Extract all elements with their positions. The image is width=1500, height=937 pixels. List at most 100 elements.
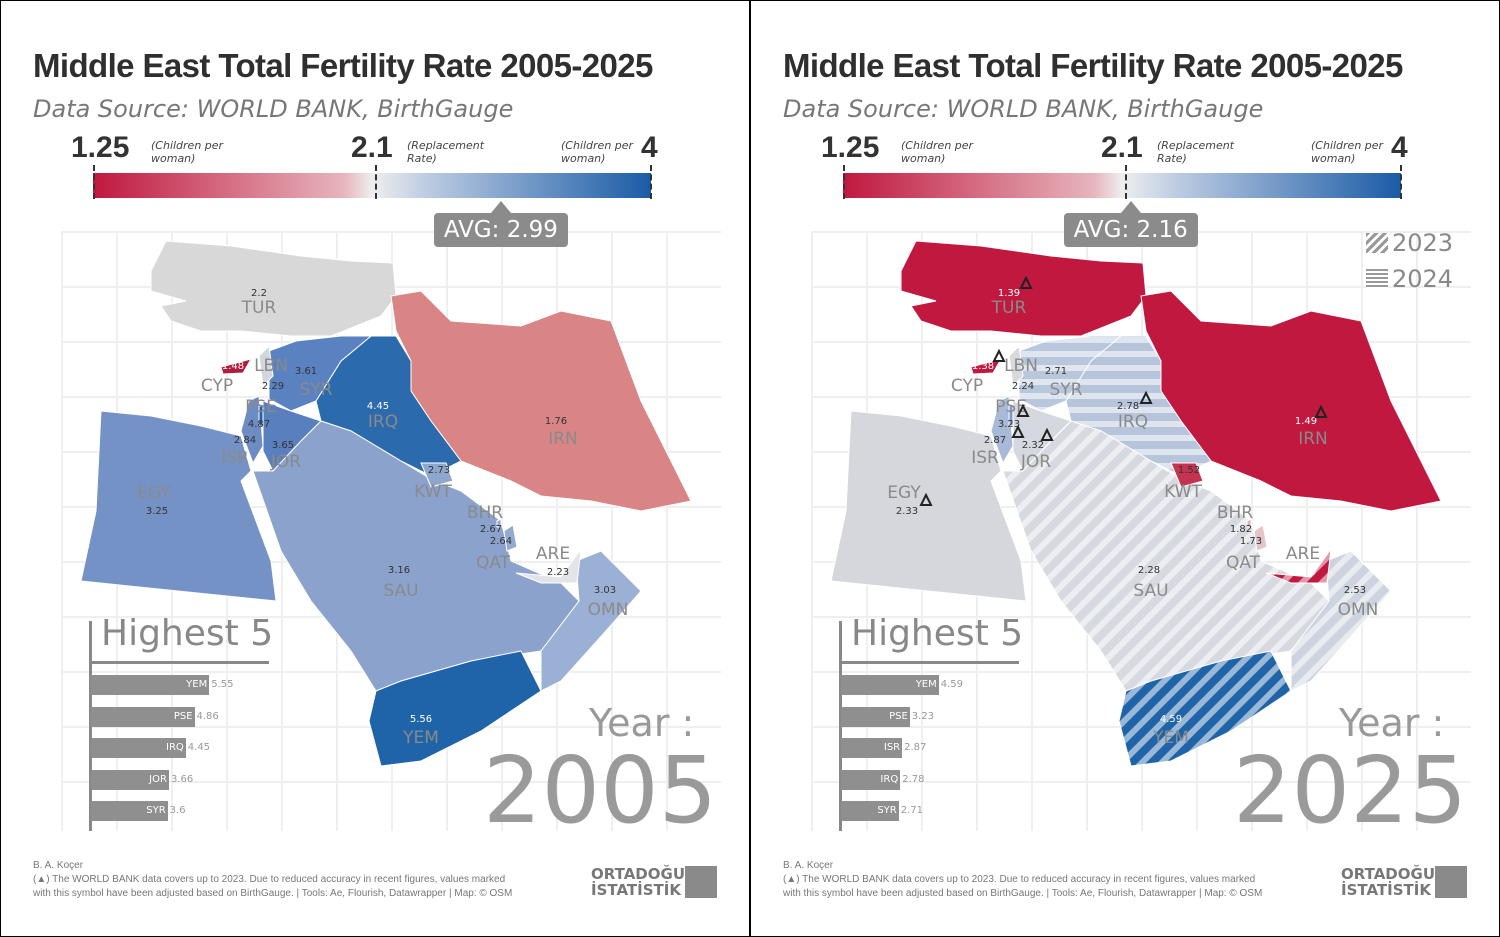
data-source: Data Source: WORLD BANK, BirthGauge bbox=[33, 95, 514, 123]
hatch-2023 bbox=[1003, 421, 1329, 691]
highest-value: 2.87 bbox=[904, 742, 927, 753]
adjusted-triangle-icon bbox=[1314, 404, 1328, 418]
country-code: LBN bbox=[254, 356, 288, 376]
country-value: 4.87 bbox=[248, 419, 270, 430]
highest-value: 4.86 bbox=[196, 710, 219, 722]
logo: ORTADOĞU İSTATİSTİK bbox=[591, 866, 685, 898]
country-bhr[interactable] bbox=[1246, 518, 1252, 528]
country-value: 2.32 bbox=[1022, 440, 1044, 451]
country-code: ARE bbox=[1286, 544, 1320, 564]
country-code: SYR bbox=[1050, 380, 1083, 400]
country-code: SYR bbox=[300, 380, 333, 400]
country-value: 1.52 bbox=[1178, 465, 1200, 476]
country-egy[interactable] bbox=[80, 410, 277, 602]
country-code: ARE bbox=[536, 544, 570, 564]
highest-5-title: Highest 5 bbox=[101, 613, 274, 654]
scale-mid-note: (Replacement Rate) bbox=[1157, 139, 1235, 165]
country-isr[interactable] bbox=[240, 395, 264, 465]
credits: B. A. Koçer (▲) The WORLD BANK data cover… bbox=[783, 859, 1262, 901]
color-scale-bar bbox=[843, 173, 1401, 198]
country-code: BHR bbox=[467, 503, 503, 523]
legend-2023: 2023 bbox=[1366, 229, 1453, 257]
country-code: TUR bbox=[991, 298, 1027, 318]
country-code: TUR bbox=[241, 298, 277, 318]
country-code: EGY bbox=[137, 483, 171, 503]
scale-tick bbox=[1125, 165, 1127, 199]
country-lbn[interactable] bbox=[258, 344, 274, 388]
adjusted-triangle-icon bbox=[1040, 427, 1054, 441]
country-code: JOR bbox=[1020, 452, 1051, 472]
country-lbn[interactable] bbox=[1008, 344, 1024, 388]
country-cyp[interactable] bbox=[970, 358, 1003, 375]
country-value: 3.23 bbox=[998, 419, 1020, 430]
country-yem[interactable] bbox=[368, 650, 542, 767]
country-isr[interactable] bbox=[990, 395, 1014, 465]
highest-value: 3.23 bbox=[911, 710, 935, 722]
country-code: IRQ bbox=[1118, 412, 1148, 432]
country-omn[interactable] bbox=[540, 550, 642, 692]
scale-mid-label: 2.1 bbox=[351, 131, 393, 164]
country-code: SAU bbox=[383, 581, 418, 601]
country-cyp[interactable] bbox=[220, 358, 253, 375]
country-sau[interactable] bbox=[252, 420, 580, 692]
footnote: (▲) The WORLD BANK data covers up to 202… bbox=[783, 874, 1263, 899]
legend-2023-label: 2023 bbox=[1392, 229, 1454, 257]
adjusted-triangle-icon bbox=[1011, 424, 1025, 438]
country-value: 2.67 bbox=[480, 524, 502, 535]
highest-bar: SYR bbox=[91, 801, 168, 821]
highest-value: 3.6 bbox=[169, 805, 186, 816]
highest-bar: IRQ bbox=[91, 738, 186, 758]
country-qat[interactable] bbox=[503, 524, 518, 552]
country-value: 1.73 bbox=[1240, 536, 1262, 547]
country-value: 1.76 bbox=[545, 416, 567, 427]
legend-2024-label: 2024 bbox=[1392, 265, 1454, 293]
country-code: LBN bbox=[1004, 356, 1038, 376]
country-syr[interactable] bbox=[268, 335, 373, 412]
author: B. A. Koçer bbox=[783, 860, 834, 871]
adjusted-triangle-icon bbox=[1016, 403, 1030, 417]
year-label: Year : bbox=[1339, 701, 1445, 745]
country-value: 2.87 bbox=[984, 435, 1006, 446]
highest-bar: SYR bbox=[841, 801, 899, 821]
highest-bar: YEM bbox=[841, 675, 939, 695]
logo-map-icon bbox=[685, 866, 717, 898]
country-value: 5.56 bbox=[410, 714, 432, 725]
hatch-2023 bbox=[1119, 651, 1291, 766]
country-value: 1.82 bbox=[1230, 524, 1252, 535]
country-value: 2.64 bbox=[490, 536, 512, 547]
author: B. A. Koçer bbox=[33, 860, 84, 871]
highest-5-axis bbox=[839, 621, 842, 831]
country-code: SAU bbox=[1133, 581, 1168, 601]
country-kwt[interactable] bbox=[1170, 462, 1204, 488]
country-kwt[interactable] bbox=[420, 462, 454, 488]
country-code: QAT bbox=[476, 553, 511, 573]
country-code: YEM bbox=[1152, 728, 1189, 748]
highest-5-title: Highest 5 bbox=[851, 613, 1024, 654]
logo: ORTADOĞU İSTATİSTİK bbox=[1341, 866, 1435, 898]
highest-bar: PSE bbox=[841, 706, 910, 727]
country-value: 2.78 bbox=[1117, 401, 1139, 412]
country-value: 2.29 bbox=[262, 381, 284, 392]
country-code: IRQ bbox=[368, 412, 398, 432]
hatch-2024 bbox=[1066, 336, 1211, 476]
scale-tick bbox=[843, 165, 845, 199]
country-code: IRN bbox=[548, 429, 578, 449]
country-tur[interactable] bbox=[150, 240, 397, 337]
country-are[interactable] bbox=[515, 548, 582, 584]
highest-value: 2.71 bbox=[900, 805, 923, 816]
adjusted-triangle-icon bbox=[992, 348, 1006, 362]
country-value: 4.59 bbox=[1160, 714, 1182, 725]
panel-2025: Middle East Total Fertility Rate 2005-20… bbox=[751, 1, 1499, 936]
color-scale-bar bbox=[93, 173, 651, 198]
highest-bar: IRQ bbox=[841, 769, 901, 790]
hatch-diagonal-icon bbox=[1366, 233, 1388, 253]
country-bhr[interactable] bbox=[496, 518, 502, 528]
country-code: ISR bbox=[221, 448, 249, 468]
country-code: CYP bbox=[951, 376, 983, 396]
highest-value: 4.59 bbox=[940, 679, 964, 690]
country-code: BHR bbox=[1217, 503, 1253, 523]
country-qat[interactable] bbox=[1253, 524, 1268, 552]
country-code: JOR bbox=[270, 452, 301, 472]
country-value: 2.28 bbox=[1138, 565, 1160, 576]
